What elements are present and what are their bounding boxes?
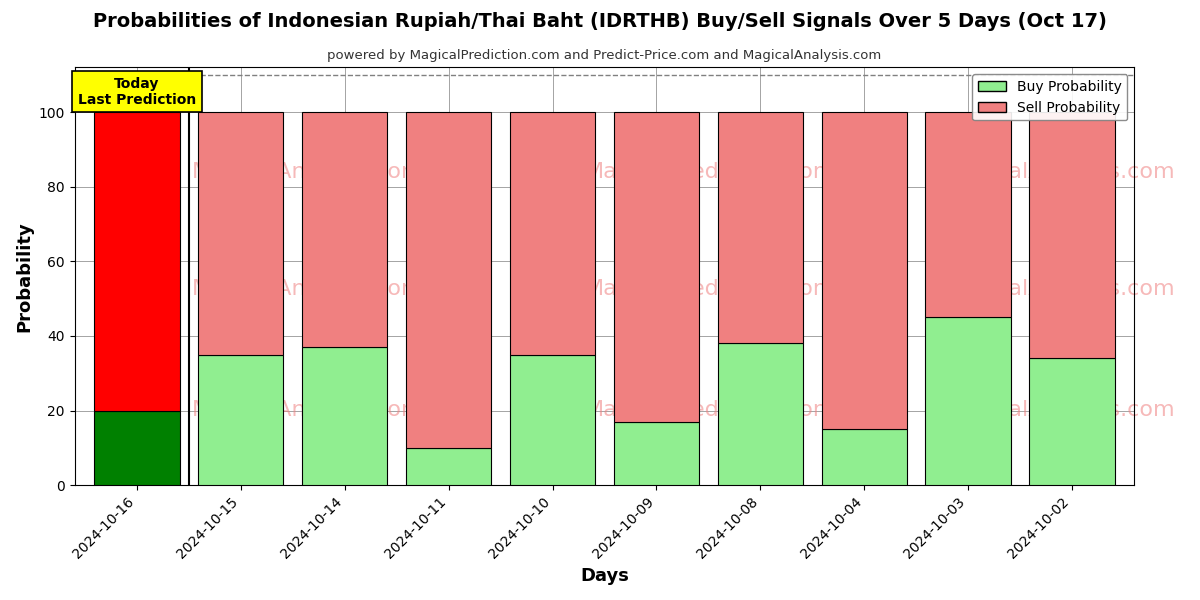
Text: MagicalPrediction.com: MagicalPrediction.com: [586, 162, 835, 182]
Bar: [614, 422, 700, 485]
Bar: [1030, 112, 1115, 358]
X-axis label: Days: Days: [580, 567, 629, 585]
Text: MagicalAnalysis.com: MagicalAnalysis.com: [944, 400, 1176, 420]
Bar: [406, 112, 491, 448]
Bar: [406, 448, 491, 485]
Bar: [302, 347, 388, 485]
Text: MagicalPrediction.com: MagicalPrediction.com: [586, 400, 835, 420]
Bar: [510, 355, 595, 485]
Text: Today
Last Prediction: Today Last Prediction: [78, 77, 196, 107]
Bar: [822, 429, 907, 485]
Bar: [822, 112, 907, 429]
Text: MagicalAnalysis.com: MagicalAnalysis.com: [944, 162, 1176, 182]
Text: MagicalAnalysis.com: MagicalAnalysis.com: [192, 400, 424, 420]
Bar: [95, 112, 180, 410]
Bar: [718, 112, 803, 343]
Bar: [198, 355, 283, 485]
Text: MagicalAnalysis.com: MagicalAnalysis.com: [192, 279, 424, 299]
Text: MagicalAnalysis.com: MagicalAnalysis.com: [944, 279, 1176, 299]
Bar: [302, 112, 388, 347]
Text: MagicalPrediction.com: MagicalPrediction.com: [586, 279, 835, 299]
Bar: [1030, 358, 1115, 485]
Legend: Buy Probability, Sell Probability: Buy Probability, Sell Probability: [972, 74, 1127, 121]
Bar: [718, 343, 803, 485]
Bar: [510, 112, 595, 355]
Text: MagicalAnalysis.com: MagicalAnalysis.com: [192, 162, 424, 182]
Bar: [925, 317, 1010, 485]
Text: Probabilities of Indonesian Rupiah/Thai Baht (IDRTHB) Buy/Sell Signals Over 5 Da: Probabilities of Indonesian Rupiah/Thai …: [94, 12, 1106, 31]
Y-axis label: Probability: Probability: [16, 221, 34, 332]
Bar: [95, 410, 180, 485]
Bar: [198, 112, 283, 355]
Bar: [614, 112, 700, 422]
Bar: [925, 112, 1010, 317]
Title: powered by MagicalPrediction.com and Predict-Price.com and MagicalAnalysis.com: powered by MagicalPrediction.com and Pre…: [328, 49, 882, 62]
